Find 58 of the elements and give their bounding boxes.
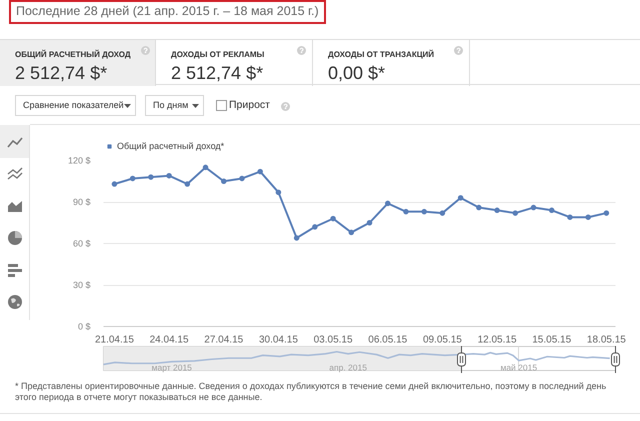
x-tick-label: апр. 2015	[329, 362, 368, 372]
x-tick-label: 03.05.15	[314, 334, 353, 346]
y-tick-label: 60 $	[72, 238, 91, 248]
point	[276, 190, 282, 196]
point	[257, 168, 263, 174]
point	[130, 176, 136, 182]
point	[348, 230, 354, 236]
text: * Представлены ориентировочные данные. Сведения о доходах публикуются в течение семи дней включительно, поэтому в последний день этого периода в отчете могут показываться не все данные.	[15, 381, 608, 403]
point	[166, 172, 172, 178]
point	[148, 174, 154, 180]
y-tick-label: 0 $	[78, 322, 91, 332]
x-tick-label: 27.04.15	[204, 334, 244, 346]
point	[221, 178, 227, 184]
x-tick-label: 30.04.15	[258, 334, 298, 346]
text: 0,00 $*	[328, 62, 386, 84]
x-tick-label: 18.05.15	[586, 334, 626, 346]
x-tick-label: 21.04.15	[94, 334, 134, 346]
text: Сравнение показателей	[23, 100, 124, 111]
point	[421, 208, 427, 214]
x-tick-label: 24.04.15	[150, 334, 189, 346]
legend-label: Общий расчетный доход*	[117, 141, 224, 151]
point	[184, 181, 190, 187]
y-tick-label: 30 $	[72, 280, 91, 290]
point	[403, 208, 409, 214]
point	[239, 176, 245, 182]
point	[112, 181, 118, 187]
point	[330, 216, 336, 222]
y-tick-label: 120 $	[68, 156, 91, 166]
point	[366, 220, 372, 226]
x-tick-label: май 2015	[500, 362, 538, 372]
point	[604, 210, 610, 216]
point	[530, 204, 536, 210]
text: 2 512,74 $*	[15, 62, 108, 84]
text: ДОХОДЫ ОТ ТРАНЗАКЦИЙ	[328, 50, 434, 60]
text: Последние 28 дней (21 апр. 2015 г. – 18 мая 2015 г.)	[9, 0, 326, 24]
x-tick-label: март 2015	[152, 362, 192, 372]
point	[440, 210, 446, 216]
point	[585, 214, 591, 220]
point	[567, 214, 573, 220]
point	[384, 200, 390, 206]
point	[294, 235, 300, 241]
text: ДОХОДЫ ОТ РЕКЛАМЫ	[171, 50, 264, 60]
point	[202, 164, 208, 170]
point	[458, 195, 464, 201]
x-tick-label: 12.05.15	[478, 334, 517, 346]
x-tick-label: 06.05.15	[368, 334, 408, 346]
point	[476, 204, 482, 210]
x-tick-label: 15.05.15	[532, 334, 572, 346]
y-tick-label: 90 $	[72, 197, 91, 207]
text: По дням	[153, 100, 188, 111]
text: 2 512,74 $*	[171, 62, 264, 84]
text: Прирост	[229, 99, 270, 112]
point	[548, 208, 554, 214]
point	[312, 224, 318, 230]
text: ОБЩИЙ РАСЧЕТНЫЙ ДОХОД	[15, 50, 131, 60]
x-tick-label: 09.05.15	[422, 334, 462, 346]
point	[494, 208, 500, 214]
point	[512, 210, 518, 216]
